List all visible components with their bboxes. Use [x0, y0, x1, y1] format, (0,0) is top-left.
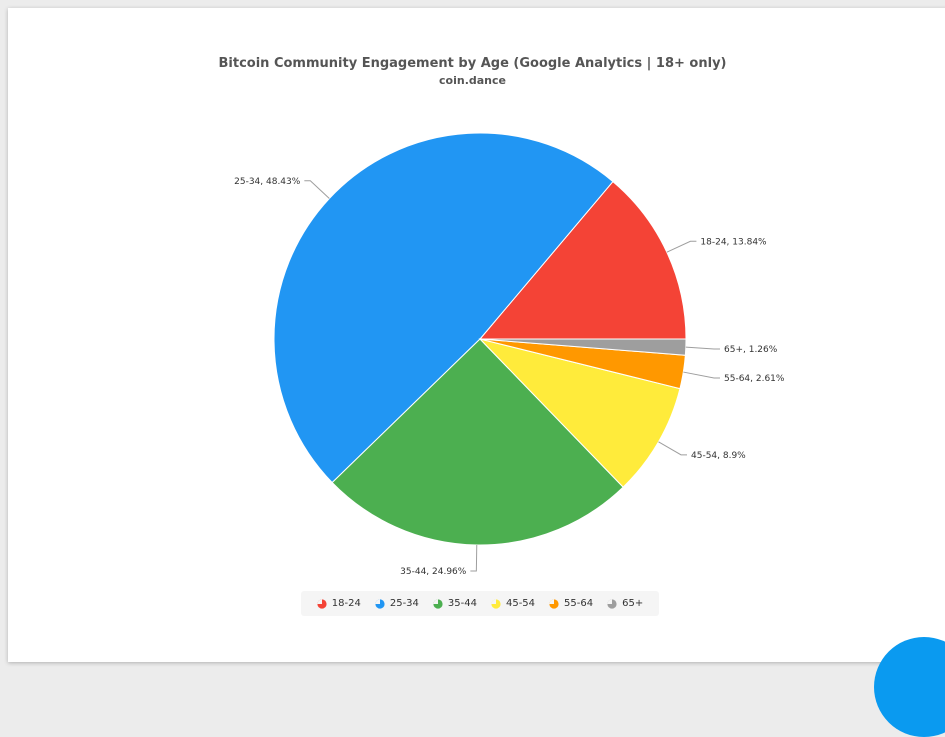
data-label-18-24: 18-24, 13.84%: [700, 237, 767, 247]
legend-label: 35-44: [447, 598, 477, 609]
data-label-25-34: 25-34, 48.43%: [234, 177, 301, 187]
legend-item-65plus[interactable]: 65+: [607, 598, 643, 609]
pie-slice-icon: [317, 598, 327, 609]
pie-slice-18-24[interactable]: [478, 180, 687, 340]
label-connector: [685, 346, 720, 350]
chart-title: Bitcoin Community Engagement by Age (Goo…: [218, 56, 727, 71]
chart-subtitle: coin.dance: [439, 74, 506, 87]
legend-item-35-44[interactable]: 35-44: [433, 598, 477, 609]
legend-label: 55-64: [564, 598, 594, 609]
label-connector: [666, 240, 697, 253]
pie-slice-icon: [549, 598, 559, 609]
pie-slice-icon: [433, 598, 443, 609]
chart-legend: 18-24 25-34 35-44 45-54 55-64 65+: [301, 591, 659, 616]
data-label-55-64: 55-64, 2.61%: [724, 374, 785, 384]
data-label-65+: 65+, 1.26%: [724, 345, 778, 355]
legend-item-18-24[interactable]: 18-24: [317, 598, 361, 609]
legend-item-55-64[interactable]: 55-64: [549, 598, 593, 609]
legend-label: 65+: [622, 598, 644, 609]
pie-slice-icon: [375, 598, 385, 609]
label-connector: [658, 441, 688, 456]
pie-chart: 18-24, 13.84% 25-34, 48.43% 35-44, 24.96% 4…: [234, 132, 785, 577]
label-connector: [683, 371, 720, 379]
data-label-35-44: 35-44, 24.96%: [400, 567, 467, 577]
label-connector: [304, 180, 330, 199]
legend-label: 25-34: [389, 598, 419, 609]
pie-slice-25-34[interactable]: [273, 132, 614, 484]
legend-item-45-54[interactable]: 45-54: [491, 598, 535, 609]
legend-label: 18-24: [331, 598, 361, 609]
data-label-45-54: 45-54, 8.9%: [691, 451, 746, 461]
pie-slice-icon: [491, 598, 501, 609]
pie-slice-icon: [607, 598, 617, 609]
label-connector: [470, 544, 478, 572]
legend-item-25-34[interactable]: 25-34: [375, 598, 419, 609]
legend-label: 45-54: [505, 598, 536, 609]
